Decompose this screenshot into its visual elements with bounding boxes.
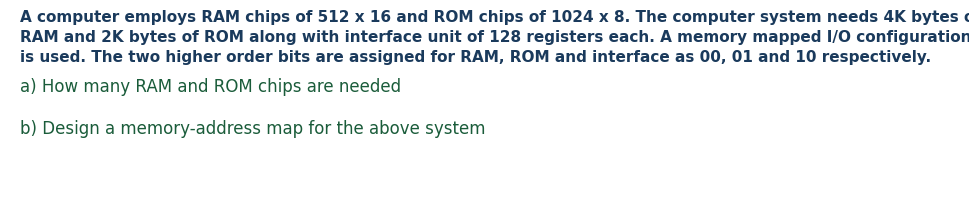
Text: a) How many RAM and ROM chips are needed: a) How many RAM and ROM chips are needed	[20, 78, 401, 96]
Text: is used. The two higher order bits are assigned for RAM, ROM and interface as 00: is used. The two higher order bits are a…	[20, 50, 930, 65]
Text: RAM and 2K bytes of ROM along with interface unit of 128 registers each. A memor: RAM and 2K bytes of ROM along with inter…	[20, 30, 969, 45]
Text: b) Design a memory-address map for the above system: b) Design a memory-address map for the a…	[20, 120, 485, 138]
Text: A computer employs RAM chips of 512 x 16 and ROM chips of 1024 x 8. The computer: A computer employs RAM chips of 512 x 16…	[20, 10, 969, 25]
